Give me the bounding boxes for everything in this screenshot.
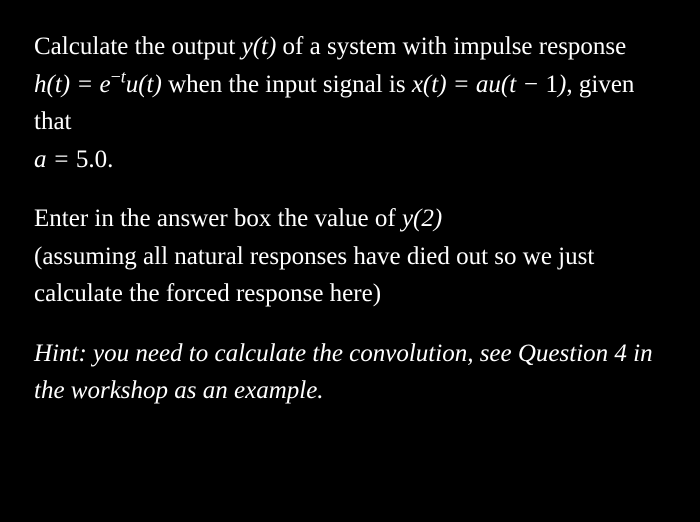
math-h-of-t: h(t) = e bbox=[34, 71, 111, 98]
text-segment: (assuming all natural responses have die… bbox=[34, 243, 594, 308]
question-container: Calculate the output y(t) of a system wi… bbox=[0, 0, 700, 522]
question-paragraph-2: Enter in the answer box the value of y(2… bbox=[34, 200, 666, 313]
math-y-of-t: y(t) bbox=[242, 33, 277, 60]
text-segment: Calculate the output bbox=[34, 33, 242, 60]
math-u-of-t: u(t) bbox=[126, 71, 162, 98]
math-a-value: 5.0 bbox=[76, 146, 107, 173]
text-segment: when the input signal is bbox=[162, 71, 412, 98]
math-a-equals: a = bbox=[34, 146, 76, 173]
math-y-of-2: y(2) bbox=[402, 205, 442, 232]
text-segment: Enter in the answer box the value of bbox=[34, 205, 402, 232]
math-period: . bbox=[107, 146, 113, 173]
math-one: 1 bbox=[546, 71, 559, 98]
text-segment: of a system with impulse response bbox=[276, 33, 626, 60]
hint-paragraph: Hint: you need to calculate the convolut… bbox=[34, 335, 666, 410]
math-x-of-t: x(t) = au(t − bbox=[412, 71, 546, 98]
question-paragraph-1: Calculate the output y(t) of a system wi… bbox=[34, 28, 666, 178]
math-exponent-minus: − bbox=[111, 66, 121, 86]
